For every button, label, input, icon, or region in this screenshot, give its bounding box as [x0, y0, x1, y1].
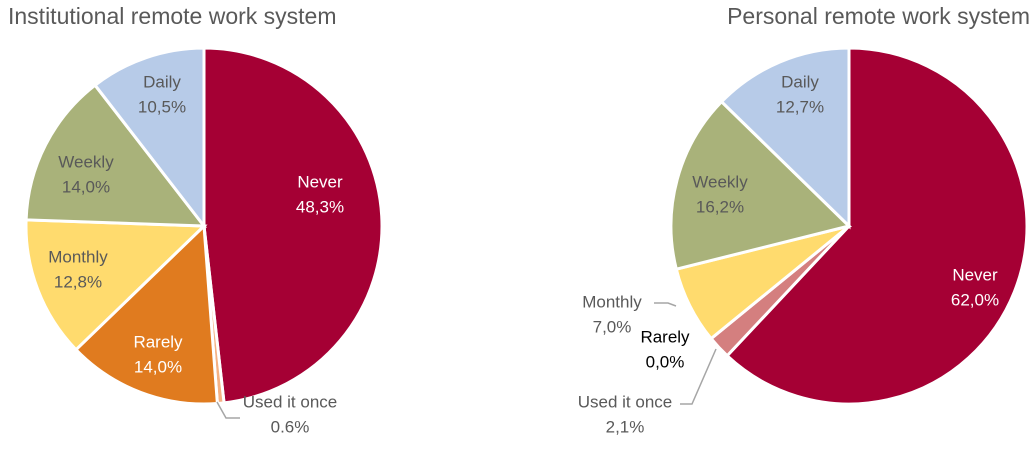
pie-slice — [24, 218, 208, 352]
pie-slice — [669, 99, 852, 272]
value-label: 0,0% — [646, 352, 685, 371]
slice-label: Used it once — [578, 392, 673, 411]
pie-slice — [719, 46, 851, 230]
value-label: 48,3% — [296, 197, 344, 216]
slice-label: Weekly — [58, 152, 114, 171]
slice-label: Daily — [781, 72, 819, 91]
slice-label: Rarely — [133, 332, 183, 351]
value-label: 7,0% — [593, 317, 632, 336]
value-label: 16,2% — [696, 197, 744, 216]
value-label: 2,1% — [606, 417, 645, 436]
pie-slice — [202, 46, 384, 405]
value-label: 12,8% — [54, 272, 102, 291]
value-label: 0.6% — [271, 417, 310, 436]
value-label: 62,0% — [951, 290, 999, 309]
slice-label: Weekly — [692, 172, 748, 191]
leader-line — [216, 401, 240, 419]
slice-label: Monthly — [48, 247, 108, 266]
chart-title: Personal remote work system — [727, 3, 1030, 29]
pie-slice — [92, 46, 206, 231]
pie-slice — [24, 83, 208, 228]
slice-label: Monthly — [582, 292, 642, 311]
slice-label: Daily — [143, 72, 181, 91]
value-label: 14,0% — [62, 177, 110, 196]
pie-slice — [73, 222, 219, 406]
chart-title: Institutional remote work system — [8, 3, 337, 29]
leader-line — [680, 348, 717, 405]
slice-label: Never — [297, 172, 343, 191]
slice-label: Used it once — [243, 392, 338, 411]
leader-line — [654, 302, 677, 307]
value-label: 10,5% — [138, 97, 186, 116]
slice-label: Never — [952, 265, 998, 284]
slice-label: Rarely — [640, 327, 690, 346]
value-label: 14,0% — [134, 357, 182, 376]
pie-slice — [725, 46, 1029, 406]
value-label: 12,7% — [776, 97, 824, 116]
